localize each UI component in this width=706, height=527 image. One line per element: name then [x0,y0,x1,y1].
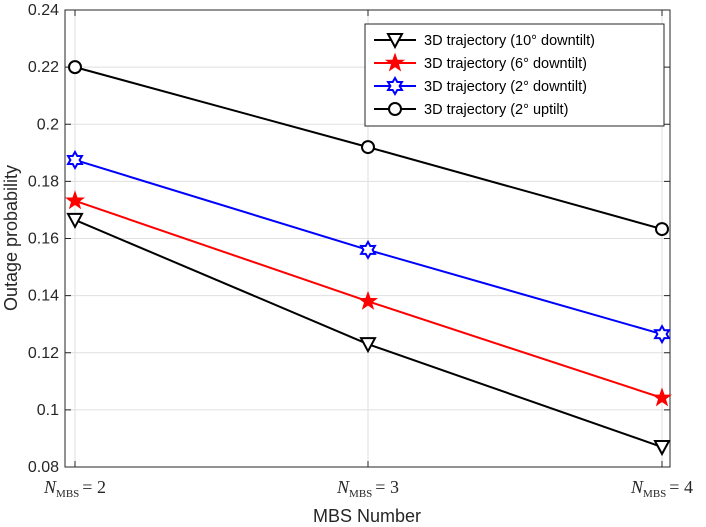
legend-label: 3D trajectory (6° downtilt) [424,56,587,72]
x-tick-symbol: N [43,477,57,497]
x-tick-label: NMBS = 3 [336,477,399,500]
data-point-marker [653,440,671,457]
y-tick-label: 0.22 [28,59,59,76]
y-tick-label: 0.16 [28,231,59,248]
legend-entry: 3D trajectory (10° downtilt) [374,33,595,50]
data-point-marker [357,290,379,310]
data-point-marker [653,324,671,345]
legend-marker [386,75,404,97]
series-0 [66,212,671,457]
data-point-marker [66,149,84,170]
x-tick-symbol: N [630,477,644,497]
y-axis-label: Outage probability [1,165,21,311]
data-point-marker [359,239,377,260]
x-tick-subscript: MBS [56,488,79,500]
y-tick-label: 0.1 [37,402,59,419]
series-3 [68,60,669,237]
y-tick-label: 0.08 [28,459,59,476]
legend-entry: 3D trajectory (2° uptilt) [374,102,568,118]
legend-entry: 3D trajectory (2° downtilt) [374,75,587,97]
x-tick-value: = 4 [669,477,693,497]
legend-marker [386,33,404,50]
data-point-marker [66,212,84,230]
legend: 3D trajectory (10° downtilt) 3D trajector… [364,23,665,127]
data-point-marker [359,337,377,354]
data-point-marker [651,387,673,407]
series-2 [66,149,671,345]
series-layer [64,60,673,457]
x-tick-symbol: N [336,477,350,497]
data-point-marker [68,60,82,75]
data-point-marker [64,190,86,210]
y-tick-label: 0.12 [28,345,59,362]
x-tick-value: = 3 [375,477,399,497]
x-tick-subscript: MBS [643,488,666,500]
x-axis-label: MBS Number [313,506,421,526]
legend-marker [384,52,406,72]
x-tick-label: NMBS = 4 [630,477,693,500]
legend-entry: 3D trajectory (6° downtilt) [374,52,587,72]
x-tick-subscript: MBS [349,488,372,500]
y-tick-label: 0.14 [28,288,59,305]
data-point-marker [361,140,375,155]
y-tick-label: 0.18 [28,173,59,190]
legend-label: 3D trajectory (10° downtilt) [424,33,595,49]
x-tick-value: = 2 [82,477,106,497]
y-tick-label: 0.24 [28,2,59,19]
legend-label: 3D trajectory (2° downtilt) [424,79,587,95]
x-tick-label: NMBS = 2 [43,477,106,500]
series-1 [64,190,673,407]
legend-marker [388,102,402,116]
data-point-marker [655,222,669,237]
y-tick-label: 0.2 [37,116,59,133]
legend-label: 3D trajectory (2° uptilt) [424,102,568,118]
